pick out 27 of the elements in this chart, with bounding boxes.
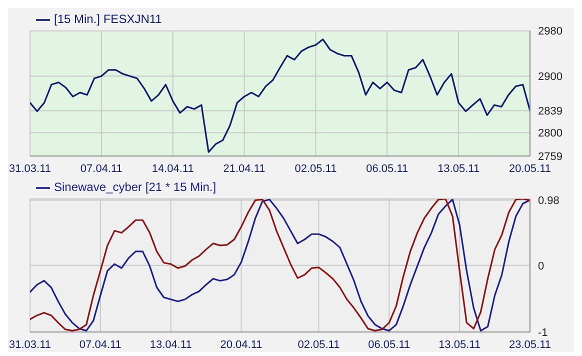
y-tick-label: 0.98 (538, 195, 560, 208)
x-tick-label: 07.04.11 (79, 338, 122, 351)
x-tick-label: 13.05.11 (438, 338, 481, 351)
x-tick-label: 31.03.11 (8, 338, 52, 351)
x-tick-label: 20.04.11 (220, 338, 262, 351)
y-tick-label: 2839 (538, 106, 562, 118)
x-tick-label: 06.05.11 (368, 338, 410, 351)
line-series (30, 38, 530, 153)
x-tick-label: 13.05.11 (438, 162, 480, 175)
x-tick-label: 02.05.11 (294, 162, 337, 175)
y-tick-label: 2980 (538, 26, 562, 38)
y-tick-label: 2800 (538, 128, 562, 140)
y-tick-label: 2900 (538, 71, 562, 84)
x-tick-label: 07.04.11 (80, 162, 122, 175)
x-tick-label: 02.05.11 (298, 338, 340, 351)
y-tick-label: -1 (538, 326, 548, 339)
legend-label: Sinewave_cyber [21 * 15 Min.] (54, 180, 216, 194)
legend-label: [15 Min.] FESXJN11 (54, 12, 162, 26)
x-tick-label: 13.04.11 (150, 338, 192, 351)
x-tick-label: 23.05.11 (508, 338, 552, 351)
x-tick-label: 06.05.11 (366, 162, 408, 175)
y-tick-label: 0 (538, 260, 544, 272)
x-tick-label: 14.04.11 (152, 162, 194, 175)
x-tick-label: 31.03.11 (8, 162, 52, 175)
x-tick-label: 21.04.11 (223, 162, 266, 175)
x-tick-label: 20.05.11 (508, 162, 552, 175)
y-tick-label: 2759 (538, 150, 562, 163)
